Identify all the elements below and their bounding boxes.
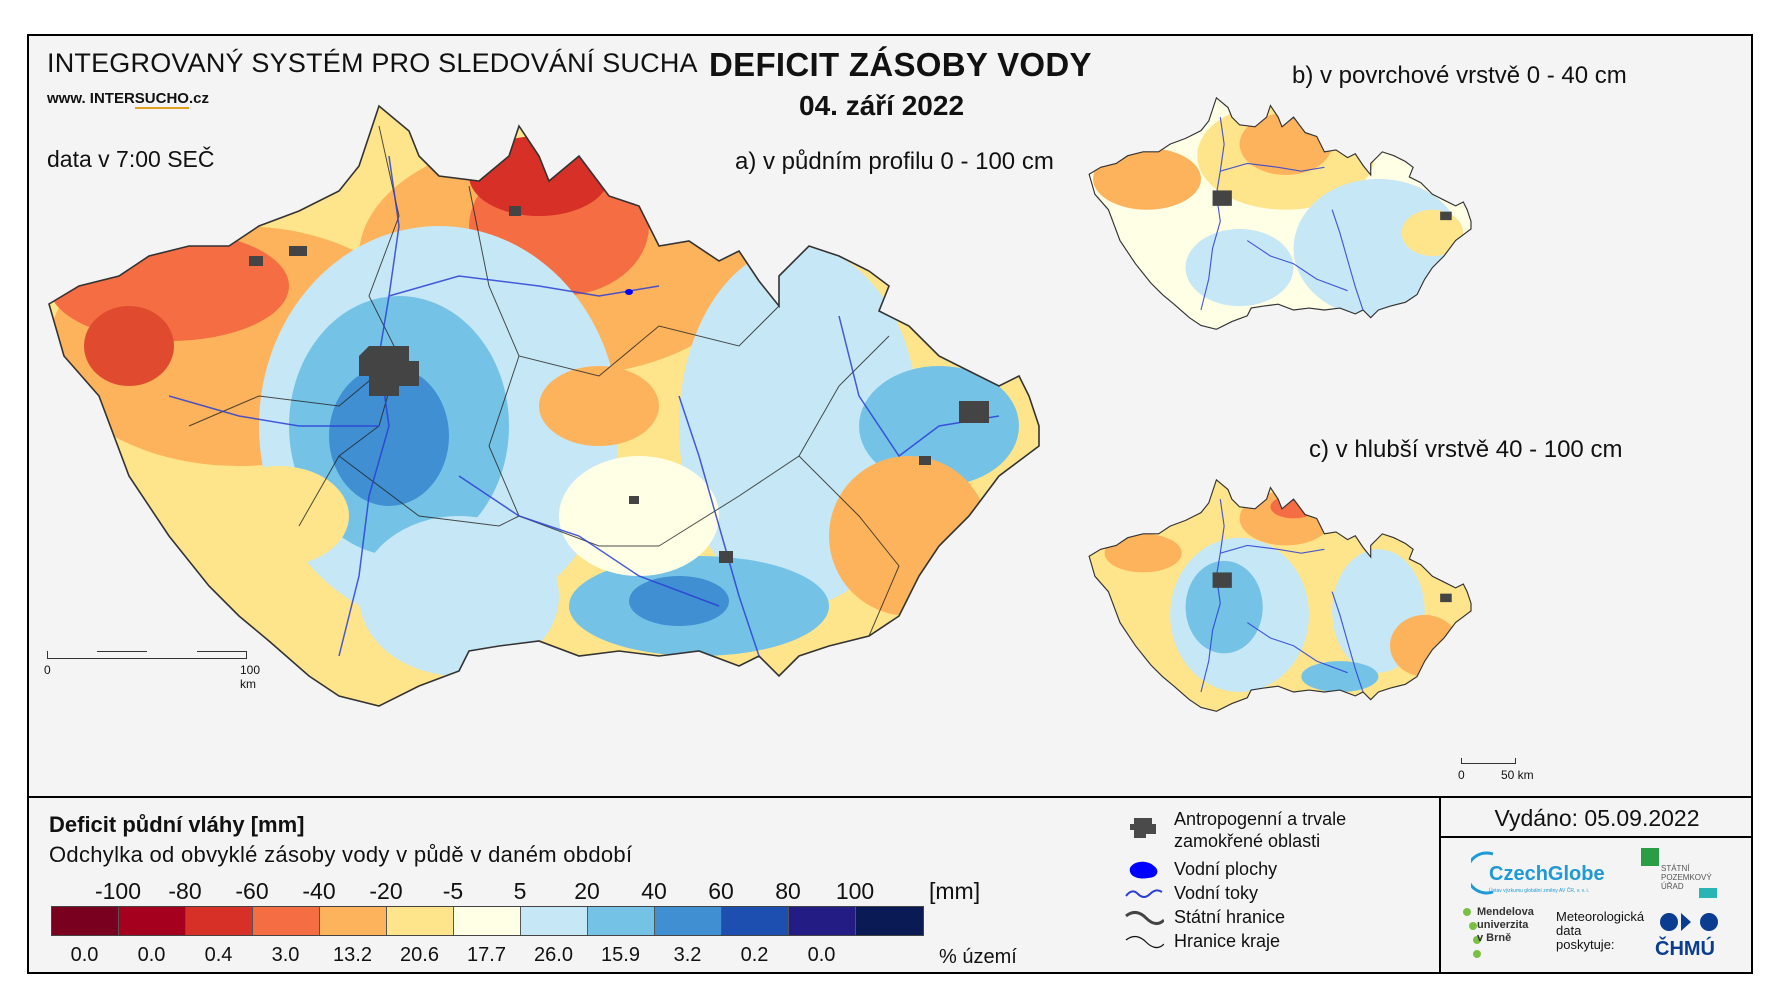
legend-tick-label: 80 (775, 878, 801, 904)
legend-percent-value: 0.2 (740, 944, 769, 966)
map-b-surface-0-40 (1088, 97, 1472, 330)
chmu-mark-icon (1660, 913, 1718, 931)
symbol-river-label: Vodní toky (1174, 883, 1259, 903)
legend-percent-value: 3.2 (673, 944, 702, 966)
scale-bar-small: 0 50 km (1458, 758, 1551, 788)
meteo-line-1: Meteorologická (1556, 909, 1645, 924)
map-c-deep-40-100 (1088, 479, 1472, 712)
spu-logo[interactable]: STÁTNÍ POZEMKOVÝ ÚŘAD (1641, 848, 1721, 898)
legend-subtitle: Odchylka od obvyklé zásoby vody v půdě v… (49, 842, 633, 867)
legend-tick-label: 5 (513, 878, 527, 904)
symbol-region-border-label: Hranice kraje (1174, 931, 1281, 951)
meteo-data-provider: Meteorologická data poskytuje: (1556, 910, 1644, 952)
map-a-profile-0-100 (48, 105, 1040, 707)
czechglobe-subtext: Ústav výzkumu globální změny AV ČR, v. v… (1489, 887, 1589, 894)
mendelu-logo[interactable]: Mendelova univerzita v Brně (1461, 906, 1546, 968)
map-frame: INTEGROVANÝ SYSTÉM PRO SLEDOVÁNÍ SUCHA w… (27, 34, 1753, 974)
legend-color-swatch (789, 907, 856, 935)
symbol-urban-label-2: zamokřené oblasti (1174, 831, 1321, 851)
legend-percent-unit: % území (939, 946, 1017, 968)
main-date: 04. září 2022 (799, 90, 965, 121)
meteo-line-3: poskytuje: (1556, 937, 1615, 952)
legend-area: Deficit půdní vláhy [mm] Odchylka od obv… (29, 796, 1753, 972)
symbol-urban-label-1: Antropogenní a trvale (1174, 809, 1347, 829)
legend-color-swatch (521, 907, 588, 935)
legend-tick-label: 20 (574, 878, 600, 904)
legend-color-swatch (52, 907, 119, 935)
scale-main-start: 0 (44, 663, 51, 677)
issued-date: Vydáno: 05.09.2022 (1441, 798, 1753, 838)
map-area: INTEGROVANÝ SYSTÉM PRO SLEDOVÁNÍ SUCHA w… (29, 36, 1751, 796)
mendelu-line-1: Mendelova (1477, 906, 1534, 918)
urban-area-icon (1130, 818, 1156, 838)
spu-line-3: ÚŘAD (1661, 882, 1684, 891)
mendelu-dots-icon (1463, 908, 1481, 958)
legend-color-swatch (387, 907, 454, 935)
legend-tick-label: 40 (641, 878, 667, 904)
legend-color-swatch (320, 907, 387, 935)
data-time: data v 7:00 SEČ (47, 146, 215, 172)
legend-title: Deficit půdní vláhy [mm] (49, 812, 305, 837)
legend-tick-label: -20 (369, 878, 403, 904)
spu-accent-icon (1699, 888, 1717, 898)
legend-color-swatch (588, 907, 655, 935)
scale-small-end: 50 km (1501, 768, 1534, 782)
legend-color-bar (51, 906, 924, 936)
spu-line-1: STÁTNÍ (1661, 864, 1690, 873)
region-border-icon (1125, 935, 1164, 949)
scale-small-start: 0 (1458, 768, 1465, 782)
czechglobe-icon: CzechGlobe Ústav výzkumu globální změny … (1465, 851, 1605, 895)
mendelu-line-3: v Brně (1477, 932, 1512, 944)
legend-percent-value: 20.6 (400, 944, 439, 966)
state-border-icon (1125, 911, 1164, 925)
map-b-label: b) v povrchové vrstvě 0 - 40 cm (1292, 62, 1627, 89)
legend-color-swatch (655, 907, 722, 935)
legend-percent-value: 0.0 (70, 944, 99, 966)
main-title: DEFICIT ZÁSOBY VODY (709, 46, 1092, 83)
meteo-line-2: data (1556, 923, 1582, 938)
legend-tick-label: -80 (168, 878, 202, 904)
czechglobe-logo[interactable]: CzechGlobe Ústav výzkumu globální změny … (1465, 850, 1621, 896)
legend-percent-value: 3.0 (271, 944, 300, 966)
map-c-label: c) v hlubší vrstvě 40 - 100 cm (1309, 436, 1623, 463)
legend-color-swatch (253, 907, 320, 935)
issued-box: Vydáno: 05.09.2022 CzechGlobe Ústav výzk… (1439, 798, 1753, 972)
legend-tick-label: -40 (302, 878, 336, 904)
legend-color-swatch (454, 907, 521, 935)
symbol-state-border-label: Státní hranice (1174, 907, 1286, 927)
mendelu-line-2: univerzita (1477, 919, 1529, 931)
spu-line-2: POZEMKOVÝ (1661, 873, 1712, 882)
legend-percent-value: 0.0 (137, 944, 166, 966)
legend-tick-label: -100 (94, 878, 142, 904)
map-a-label: a) v půdním profilu 0 - 100 cm (735, 148, 1054, 175)
legend-color-swatch (722, 907, 789, 935)
legend-color-swatch (856, 907, 923, 935)
legend-ticks: -100 -80 -60 -40 -20 -5 5 20 40 60 80 100 (49, 878, 949, 904)
legend-percent-value: 0.0 (807, 944, 836, 966)
chmu-text: ČHMÚ (1655, 938, 1715, 960)
website-url[interactable]: www. INTERSUCHO.cz (47, 90, 209, 109)
legend-tick-label: -5 (442, 878, 464, 904)
legend-tick-label: -60 (235, 878, 269, 904)
chmu-logo[interactable]: ČHMÚ (1651, 908, 1741, 968)
legend-percent-value: 0.4 (204, 944, 233, 966)
legend-percent-value: 15.9 (601, 944, 640, 966)
legend-color-swatch (119, 907, 186, 935)
river-icon (1125, 889, 1163, 898)
scale-bar-main: 0 100 km (44, 651, 267, 691)
legend-percent-value: 13.2 (333, 944, 372, 966)
legend-tick-label: 60 (708, 878, 734, 904)
spu-mark-icon (1641, 848, 1659, 866)
legend-unit: [mm] (929, 878, 981, 904)
scale-main-end: 100 km (240, 663, 261, 691)
legend-percent-value: 17.7 (467, 944, 506, 966)
legend-percent-value: 26.0 (534, 944, 573, 966)
legend-tick-label: 100 (835, 878, 875, 904)
legend-color-swatch (186, 907, 253, 935)
legend-percentages: 0.0 0.0 0.4 3.0 13.2 20.6 17.7 26.0 15.9 3.2 0.2 0.… (49, 944, 949, 970)
water-body-icon (1129, 861, 1158, 879)
symbol-water-label: Vodní plochy (1174, 859, 1278, 879)
czechglobe-text: CzechGlobe (1489, 863, 1605, 885)
system-title: INTEGROVANÝ SYSTÉM PRO SLEDOVÁNÍ SUCHA (47, 48, 698, 78)
